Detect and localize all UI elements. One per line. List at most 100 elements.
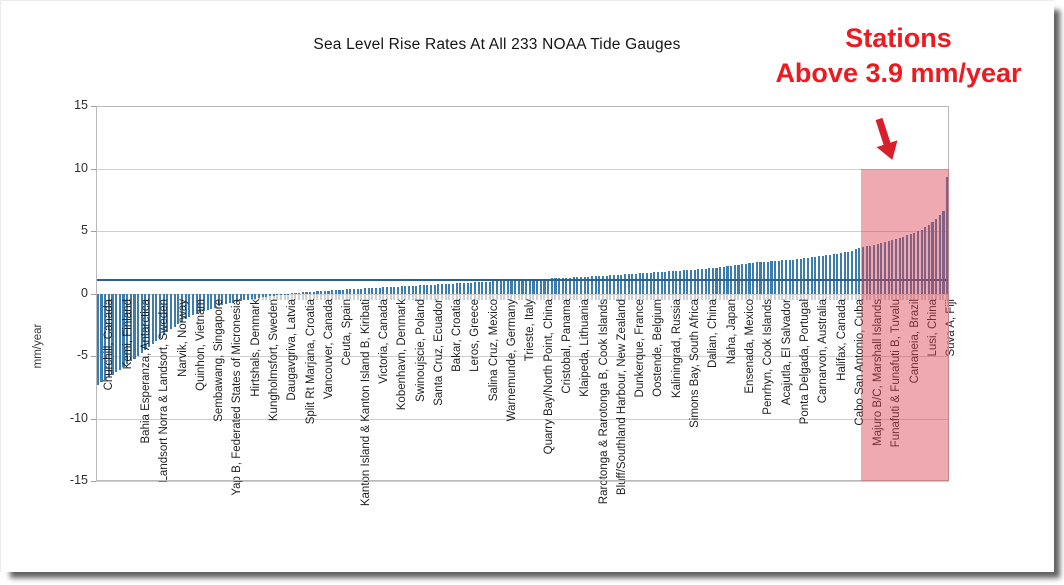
category-tick (360, 294, 363, 300)
category-tick (536, 294, 539, 300)
category-tick (645, 294, 648, 300)
category-tick (883, 294, 886, 300)
bar (763, 261, 766, 294)
category-tick (715, 294, 718, 300)
bar (283, 293, 286, 295)
bar (191, 293, 195, 316)
category-tick (455, 294, 458, 300)
category-tick (375, 294, 378, 300)
bar (825, 255, 828, 294)
bar (620, 274, 623, 294)
bar (323, 290, 326, 294)
category-tick (587, 294, 590, 300)
bar (536, 279, 539, 294)
bar (664, 271, 667, 294)
bar (148, 293, 151, 347)
category-tick (913, 294, 916, 300)
category-tick (547, 294, 550, 300)
bar (514, 280, 517, 294)
category-tick (880, 294, 883, 300)
bar (327, 290, 330, 294)
category-tick (309, 294, 312, 300)
station-label: Bluff/Southland Harbour, New Zealand (615, 298, 628, 495)
category-tick (667, 294, 670, 300)
category-tick (642, 294, 645, 300)
bar (364, 288, 367, 294)
category-tick (495, 294, 498, 300)
category-tick (591, 294, 594, 300)
bar (279, 293, 282, 295)
station-label: Cristobal, Panama (560, 298, 573, 394)
category-tick (891, 294, 894, 300)
bar (309, 291, 312, 294)
category-tick (905, 294, 908, 300)
bar (532, 279, 535, 294)
category-tick (843, 294, 846, 300)
category-tick (759, 294, 762, 300)
category-tick (580, 294, 583, 300)
category-tick (418, 294, 421, 300)
bar (700, 269, 703, 294)
bar (894, 238, 897, 294)
bar (858, 248, 861, 294)
bar (623, 274, 627, 294)
category-tick (426, 294, 429, 300)
y-tick-label: -5 (76, 348, 88, 362)
bar (909, 233, 912, 294)
category-tick (616, 294, 619, 300)
category-tick (473, 294, 476, 300)
bar (693, 269, 696, 294)
category-tick (818, 294, 820, 300)
highlight-annotation-line1: Stations (845, 23, 952, 53)
category-tick (334, 294, 337, 300)
category-tick (927, 294, 930, 300)
category-tick (686, 294, 689, 300)
bar (565, 277, 568, 294)
category-tick (828, 294, 831, 300)
y-tick-mark (91, 231, 96, 232)
station-label: Bahia Esperanza, Antarctica (139, 298, 152, 443)
bar (755, 262, 758, 294)
category-tick (741, 294, 744, 300)
bar (437, 284, 440, 294)
bar (653, 272, 656, 294)
bar (210, 293, 213, 309)
bar (785, 260, 788, 294)
category-tick (876, 294, 879, 300)
category-tick (861, 294, 864, 300)
category-tick (514, 294, 517, 300)
category-tick (792, 294, 795, 300)
bar (393, 286, 396, 294)
bar (905, 235, 908, 294)
station-label: Trieste, Italy (524, 298, 537, 361)
category-tick (788, 294, 791, 300)
bar (312, 291, 315, 294)
category-tick (503, 294, 506, 300)
category-tick (821, 294, 824, 300)
category-tick (367, 294, 370, 300)
bar (554, 278, 557, 294)
bar (298, 292, 301, 294)
category-tick (671, 294, 674, 300)
gridline (96, 168, 949, 170)
category-tick (909, 294, 912, 300)
category-tick (462, 294, 465, 300)
bar (898, 237, 901, 294)
category-tick (836, 294, 839, 300)
bar (426, 285, 429, 294)
category-tick (422, 294, 425, 300)
bar (235, 293, 238, 302)
bar (587, 276, 590, 294)
category-tick (437, 294, 440, 300)
category-tick (898, 294, 901, 300)
bar (470, 282, 473, 294)
bar (818, 256, 821, 294)
bar (334, 290, 337, 294)
bar (433, 284, 436, 294)
category-tick (774, 294, 777, 300)
category-tick (916, 294, 919, 300)
bar (159, 293, 162, 338)
category-tick (814, 294, 817, 300)
category-tick (781, 294, 784, 300)
station-label: Acajutla, El Salvador (780, 298, 793, 405)
